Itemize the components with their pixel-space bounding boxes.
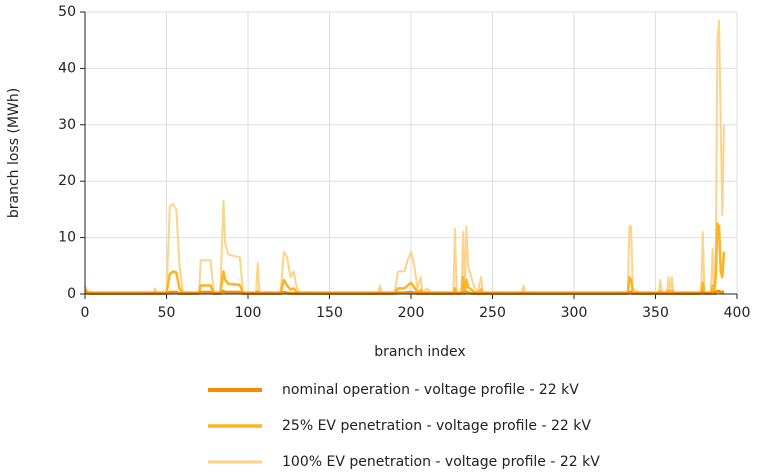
y-tick-label: 0 [67,286,76,302]
legend-label: 25% EV penetration - voltage profile - 2… [282,418,591,434]
x-tick-label: 100 [235,305,262,321]
legend-label: 100% EV penetration - voltage profile - … [282,454,600,470]
y-tick-label: 10 [58,230,76,246]
x-tick-label: 400 [724,305,751,321]
legend-label: nominal operation - voltage profile - 22… [282,382,579,398]
x-tick-label: 250 [479,305,506,321]
y-tick-label: 40 [58,60,76,76]
x-tick-label: 150 [316,305,343,321]
series-line [84,289,725,295]
y-tick-label: 20 [58,173,76,189]
x-axis-label: branch index [374,344,465,360]
x-tick-label: 50 [158,305,176,321]
y-tick-label: 50 [58,4,76,20]
y-axis-label: branch loss (MWh) [6,88,22,218]
x-tick-label: 200 [398,305,425,321]
y-tick-label: 30 [58,117,76,133]
series-line [84,19,725,294]
x-tick-label: 0 [81,305,90,321]
x-tick-label: 350 [642,305,669,321]
x-tick-label: 300 [561,305,588,321]
